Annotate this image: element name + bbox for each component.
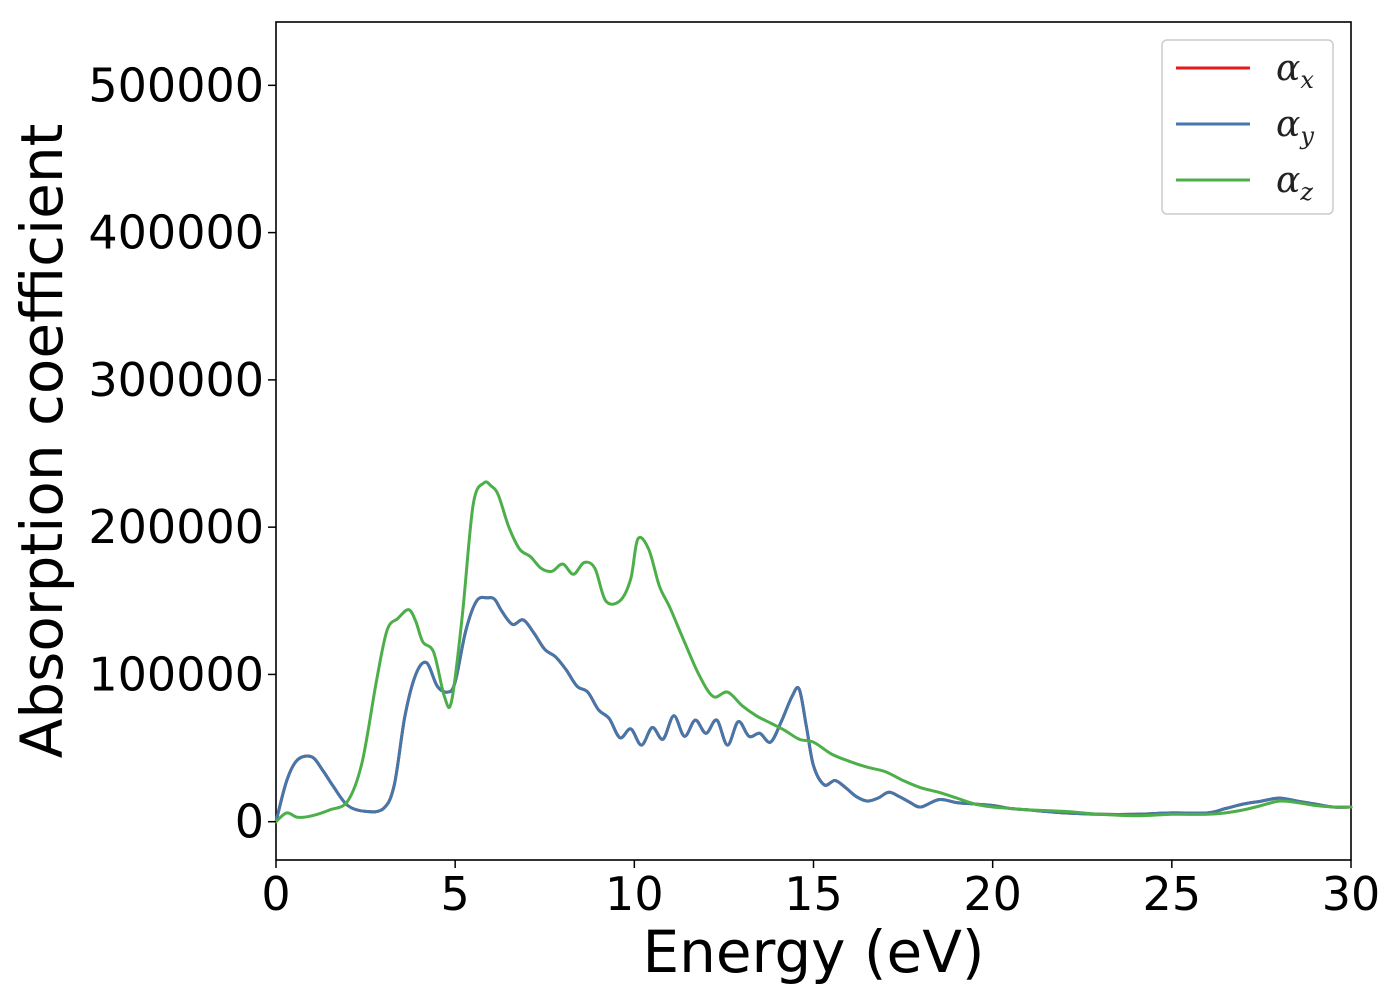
series-line-z <box>274 480 1353 824</box>
legend-box <box>1161 39 1334 215</box>
series-layer <box>274 480 1353 824</box>
x-tick-label: 20 <box>963 867 1022 921</box>
y-tick-label: 100000 <box>88 647 264 701</box>
x-tick-label: 15 <box>784 867 843 921</box>
y-tick-label: 200000 <box>88 500 264 554</box>
y-tick-label: 300000 <box>88 353 264 407</box>
y-tick-label: 500000 <box>88 58 264 112</box>
y-tick-label: 400000 <box>88 206 264 260</box>
y-tick-label: 0 <box>235 795 264 849</box>
x-tick-label: 25 <box>1143 867 1202 921</box>
y-ticks: 0 100000 200000 300000 400000 500000 <box>88 58 276 849</box>
x-ticks: 0 5 10 15 20 25 30 <box>261 860 1380 921</box>
legend-label-z: αz <box>1276 160 1313 206</box>
x-tick-label: 5 <box>441 867 470 921</box>
y-axis-title: Absorption coefficient <box>8 124 76 759</box>
x-tick-label: 10 <box>605 867 664 921</box>
x-axis-title: Energy (eV) <box>642 918 984 986</box>
series-line-x <box>274 595 1353 824</box>
series-line-y <box>274 595 1353 824</box>
x-tick-label: 0 <box>261 867 290 921</box>
x-tick-label: 30 <box>1322 867 1381 921</box>
